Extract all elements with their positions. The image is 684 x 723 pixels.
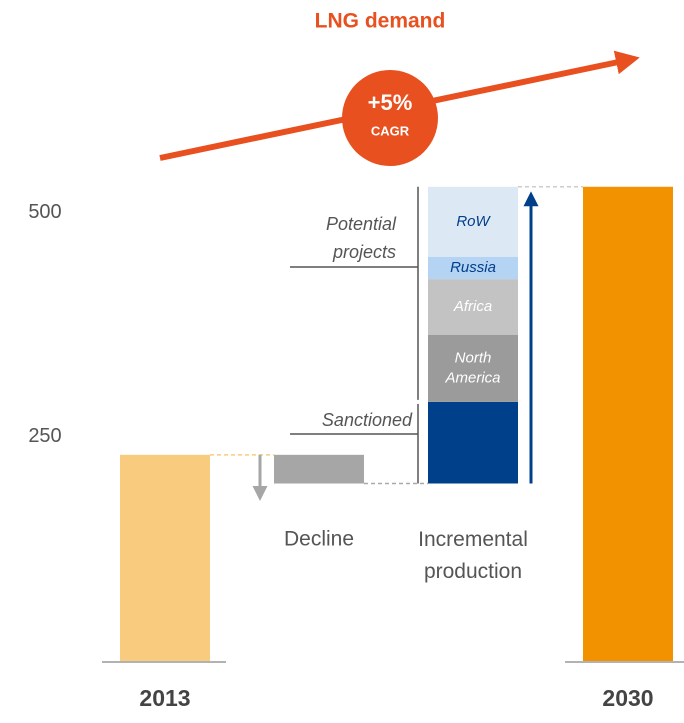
segment-label-line: America <box>444 369 500 386</box>
stack-segment <box>428 334 518 402</box>
growth-badge <box>342 70 438 166</box>
segment-label: Russia <box>450 259 496 276</box>
segment-label-line: Africa <box>453 298 492 315</box>
annotation-line: projects <box>332 242 396 262</box>
annotation-line: Potential <box>326 214 397 234</box>
annotation: Potential projects <box>326 214 397 262</box>
growth-unit: CAGR <box>371 123 410 138</box>
segment-label: Africa <box>453 298 492 315</box>
annotation: Sanctioned <box>322 410 413 430</box>
stack-segment <box>428 256 518 280</box>
x-category-label: Incremental production <box>418 528 528 583</box>
stack-segment <box>428 186 518 257</box>
segment-label-line: RoW <box>456 213 491 230</box>
growth-value: +5% <box>368 90 413 115</box>
y-tick-label: 250 <box>28 425 61 447</box>
segment-label: North America <box>444 349 500 386</box>
bar <box>120 454 210 661</box>
chart-title: LNG demand <box>315 10 446 33</box>
stack-segment <box>428 401 518 484</box>
segment-label-line: North <box>455 349 492 366</box>
x-category-label-line: Incremental <box>418 528 528 551</box>
x-category-label-line: production <box>424 560 522 583</box>
bar <box>274 454 364 484</box>
x-tick-label: 2013 <box>139 685 190 711</box>
segment-label-line: Russia <box>450 259 496 276</box>
y-tick-label: 500 <box>28 201 61 223</box>
stack-segment <box>428 279 518 335</box>
segment-label: RoW <box>456 213 491 230</box>
x-category-label: Decline <box>284 528 354 551</box>
bar <box>583 186 673 661</box>
x-tick-label: 2030 <box>602 685 653 711</box>
